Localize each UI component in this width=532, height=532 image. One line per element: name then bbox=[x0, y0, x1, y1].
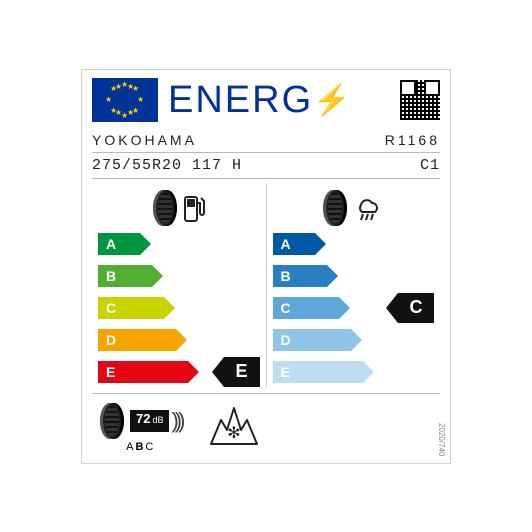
tire-class: C1 bbox=[420, 157, 440, 174]
bolt-icon: ⚡ bbox=[313, 86, 352, 116]
rating-bar-D: D bbox=[273, 327, 435, 353]
noise-class: ABC bbox=[126, 441, 155, 453]
energy-label: ★ ★ ★ ★ ★ ★ ★ ★ ★ ★ ★ ★ ENERG⚡ YOKOHAMA … bbox=[81, 69, 451, 464]
tire-size: 275/55R20 117 H bbox=[92, 157, 242, 174]
rating-bar-A: A bbox=[273, 231, 435, 257]
rating-bar-B: B bbox=[273, 263, 435, 289]
brand-name: YOKOHAMA bbox=[92, 132, 197, 148]
svg-text:✻: ✻ bbox=[228, 425, 241, 442]
wet-bars: AB CC DE bbox=[273, 231, 435, 385]
qr-code-icon bbox=[400, 80, 440, 120]
wet-grip-panel: AB CC DE bbox=[266, 183, 441, 387]
size-row: 275/55R20 117 H C1 bbox=[92, 153, 440, 179]
noise-section: 72dB ))) ABC bbox=[100, 403, 181, 453]
rating-bar-B: B bbox=[98, 263, 260, 289]
rating-bar-A: A bbox=[98, 231, 260, 257]
rain-icon bbox=[273, 187, 435, 229]
sound-waves-icon: ))) bbox=[171, 408, 181, 434]
rating-bar-E: EE bbox=[98, 359, 260, 385]
noise-db: 72dB bbox=[130, 410, 169, 432]
header: ★ ★ ★ ★ ★ ★ ★ ★ ★ ★ ★ ★ ENERG⚡ bbox=[92, 78, 440, 122]
fuel-icon bbox=[98, 187, 260, 229]
rating-bar-E: E bbox=[273, 359, 435, 385]
tire-icon bbox=[100, 403, 124, 439]
brand-row: YOKOHAMA R1168 bbox=[92, 128, 440, 153]
eu-flag-icon: ★ ★ ★ ★ ★ ★ ★ ★ ★ ★ ★ ★ bbox=[92, 78, 158, 122]
fuel-efficiency-panel: ABCD EE bbox=[92, 183, 266, 387]
rating-bar-C: CC bbox=[273, 295, 435, 321]
rating-value: E bbox=[224, 357, 260, 387]
snow-grip-icon: ✻ bbox=[207, 402, 261, 453]
fuel-bars: ABCD EE bbox=[98, 231, 260, 385]
regulation-number: 2020/740 bbox=[437, 423, 446, 456]
footer: 72dB ))) ABC ✻ bbox=[92, 394, 440, 453]
rating-bar-D: D bbox=[98, 327, 260, 353]
energy-title: ENERG⚡ bbox=[168, 81, 390, 119]
model-code: R1168 bbox=[385, 132, 440, 148]
rating-value: C bbox=[398, 293, 434, 323]
rating-bar-C: C bbox=[98, 295, 260, 321]
rating-panels: ABCDEE ABCCDE bbox=[92, 183, 440, 394]
